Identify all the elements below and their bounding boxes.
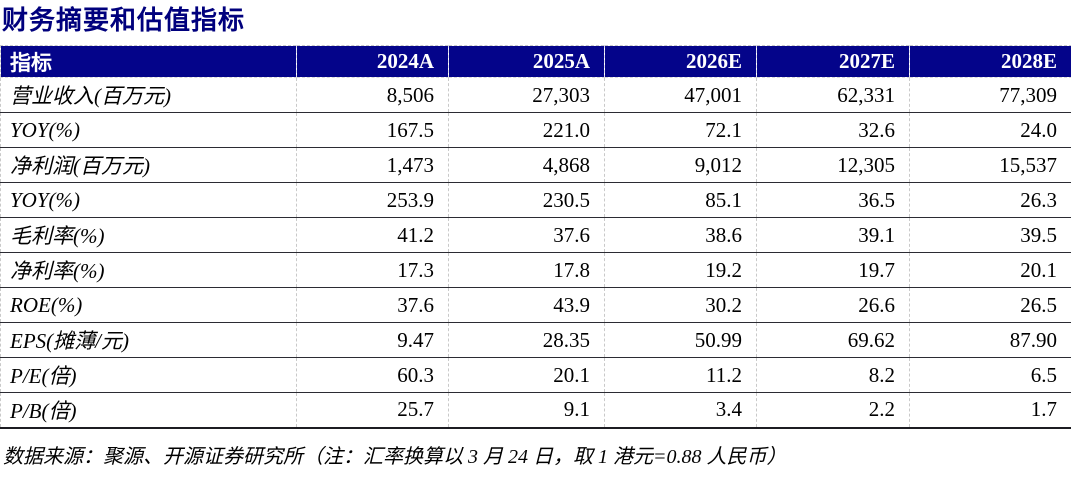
header-cell-2027e: 2027E: [756, 45, 910, 78]
table-cell: 20.1: [909, 252, 1071, 288]
table-cell: 1.7: [909, 392, 1071, 429]
row-label: YOY(%): [0, 182, 297, 218]
table-cell: 253.9: [296, 182, 449, 218]
table-cell: 37.6: [296, 287, 449, 323]
table-cell: 11.2: [604, 357, 757, 393]
table-cell: 25.7: [296, 392, 449, 429]
table-cell: 26.6: [756, 287, 910, 323]
header-cell-2024a: 2024A: [296, 45, 449, 78]
table-row-revenue: 营业收入(百万元) 8,506 27,303 47,001 62,331 77,…: [0, 77, 1071, 113]
table-cell: 9,012: [604, 147, 757, 183]
row-label: P/B(倍): [0, 392, 297, 429]
row-label: 毛利率(%): [0, 217, 297, 253]
table-cell: 26.3: [909, 182, 1071, 218]
table-row-gross-margin: 毛利率(%) 41.2 37.6 38.6 39.1 39.5: [0, 217, 1071, 253]
table-cell: 72.1: [604, 112, 757, 148]
table-cell: 28.35: [448, 322, 605, 358]
table-cell: 20.1: [448, 357, 605, 393]
table-cell: 221.0: [448, 112, 605, 148]
table-cell: 37.6: [448, 217, 605, 253]
table-cell: 167.5: [296, 112, 449, 148]
table-cell: 6.5: [909, 357, 1071, 393]
header-cell-2026e: 2026E: [604, 45, 757, 78]
table-row-roe: ROE(%) 37.6 43.9 30.2 26.6 26.5: [0, 287, 1071, 323]
table-row-net-margin: 净利率(%) 17.3 17.8 19.2 19.7 20.1: [0, 252, 1071, 288]
table-cell: 19.7: [756, 252, 910, 288]
row-label: P/E(倍): [0, 357, 297, 393]
table-cell: 60.3: [296, 357, 449, 393]
table-row-eps: EPS(摊薄/元) 9.47 28.35 50.99 69.62 87.90: [0, 322, 1071, 358]
financial-metrics-table: 指标 2024A 2025A 2026E 2027E 2028E 营业收入(百万…: [0, 45, 1071, 429]
row-label: EPS(摊薄/元): [0, 322, 297, 358]
table-cell: 19.2: [604, 252, 757, 288]
table-row-net-profit: 净利润(百万元) 1,473 4,868 9,012 12,305 15,537: [0, 147, 1071, 183]
table-cell: 50.99: [604, 322, 757, 358]
table-cell: 15,537: [909, 147, 1071, 183]
table-cell: 12,305: [756, 147, 910, 183]
table-cell: 27,303: [448, 77, 605, 113]
table-cell: 87.90: [909, 322, 1071, 358]
table-cell: 32.6: [756, 112, 910, 148]
table-cell: 36.5: [756, 182, 910, 218]
table-cell: 39.5: [909, 217, 1071, 253]
row-label: 净利率(%): [0, 252, 297, 288]
table-cell: 30.2: [604, 287, 757, 323]
row-label: 净利润(百万元): [0, 147, 297, 183]
table-cell: 24.0: [909, 112, 1071, 148]
header-cell-2028e: 2028E: [909, 45, 1071, 78]
table-cell: 85.1: [604, 182, 757, 218]
table-cell: 39.1: [756, 217, 910, 253]
page-title: 财务摘要和估值指标: [2, 6, 246, 35]
table-cell: 26.5: [909, 287, 1071, 323]
table-header-row: 指标 2024A 2025A 2026E 2027E 2028E: [0, 45, 1071, 78]
table-cell: 69.62: [756, 322, 910, 358]
table-row-revenue-yoy: YOY(%) 167.5 221.0 72.1 32.6 24.0: [0, 112, 1071, 148]
data-source-note: 数据来源：聚源、开源证券研究所（注：汇率换算以 3 月 24 日，取 1 港元=…: [3, 445, 787, 468]
table-cell: 38.6: [604, 217, 757, 253]
table-cell: 1,473: [296, 147, 449, 183]
table-cell: 9.1: [448, 392, 605, 429]
table-cell: 43.9: [448, 287, 605, 323]
table-cell: 41.2: [296, 217, 449, 253]
row-label: ROE(%): [0, 287, 297, 323]
table-cell: 8,506: [296, 77, 449, 113]
table-row-pb: P/B(倍) 25.7 9.1 3.4 2.2 1.7: [0, 392, 1071, 429]
header-cell-indicator: 指标: [0, 45, 297, 78]
table-cell: 17.3: [296, 252, 449, 288]
table-cell: 17.8: [448, 252, 605, 288]
table-row-pe: P/E(倍) 60.3 20.1 11.2 8.2 6.5: [0, 357, 1071, 393]
header-cell-2025a: 2025A: [448, 45, 605, 78]
table-cell: 62,331: [756, 77, 910, 113]
table-cell: 8.2: [756, 357, 910, 393]
table-cell: 47,001: [604, 77, 757, 113]
table-cell: 9.47: [296, 322, 449, 358]
table-cell: 77,309: [999, 82, 1057, 107]
row-label: 营业收入(百万元): [0, 77, 297, 113]
table-cell: 3.4: [604, 392, 757, 429]
table-row-net-profit-yoy: YOY(%) 253.9 230.5 85.1 36.5 26.3: [0, 182, 1071, 218]
table-cell: 2.2: [756, 392, 910, 429]
table-cell: 230.5: [448, 182, 605, 218]
row-label: YOY(%): [0, 112, 297, 148]
table-cell: 4,868: [448, 147, 605, 183]
